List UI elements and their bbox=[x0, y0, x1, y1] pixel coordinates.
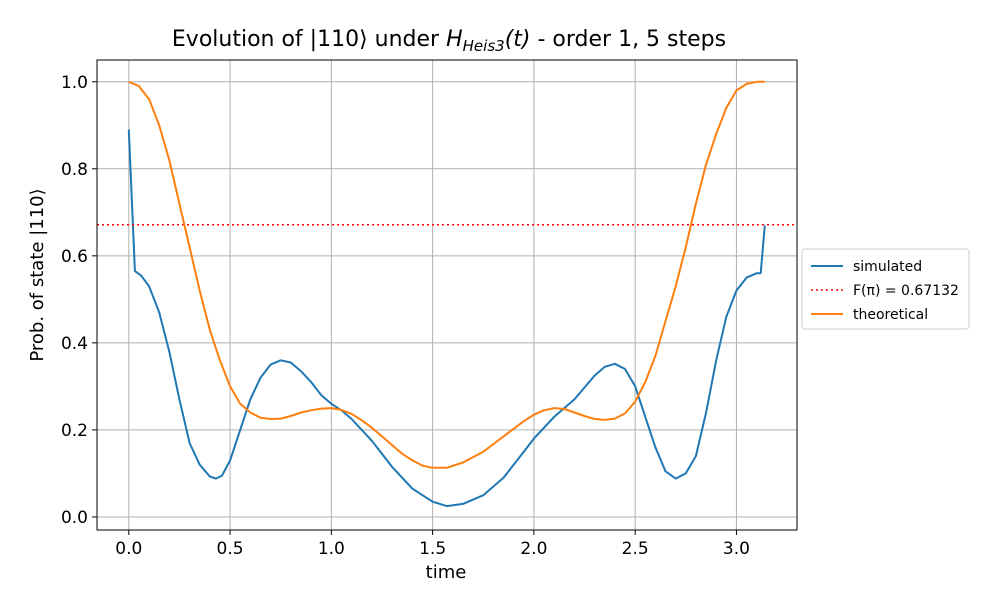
y-tick-label: 0.0 bbox=[61, 508, 88, 528]
x-tick-label: 2.5 bbox=[622, 539, 649, 559]
x-tick-label: 0.0 bbox=[115, 539, 142, 559]
x-tick-label: 2.0 bbox=[520, 539, 547, 559]
series-layer bbox=[97, 80, 797, 508]
x-tick-label: 1.5 bbox=[419, 539, 446, 559]
x-tick-label: 3.0 bbox=[723, 539, 750, 559]
x-tick-label: 0.5 bbox=[217, 539, 244, 559]
chart-title: Evolution of |110⟩ under HHeis3(t) - ord… bbox=[172, 27, 726, 55]
title-h-sub: Heis3 bbox=[463, 37, 505, 55]
plot-frame bbox=[96, 59, 798, 531]
tick-layer: 0.0 0.5 1.0 1.5 2.0 2.5 3.0 0.0 0.2 0.4 0.6 0.8 1.0 bbox=[61, 73, 750, 559]
legend-label-1: F(π) = 0.67132 bbox=[853, 283, 959, 299]
y-tick-label: 0.8 bbox=[61, 160, 88, 180]
y-tick-label: 0.4 bbox=[61, 334, 88, 354]
x-tick-label: 1.0 bbox=[318, 539, 345, 559]
legend-label-0: simulated bbox=[853, 259, 922, 275]
grid-layer bbox=[97, 60, 797, 530]
y-tick-label: 0.2 bbox=[61, 421, 88, 441]
y-tick-label: 0.6 bbox=[61, 247, 88, 267]
title-suffix: - order 1, 5 steps bbox=[530, 27, 726, 52]
y-tick-label: 1.0 bbox=[61, 73, 88, 93]
legend-box bbox=[801, 248, 970, 330]
simulated-line bbox=[127, 129, 766, 508]
theoretical-line bbox=[128, 80, 765, 469]
title-h: H bbox=[446, 27, 463, 52]
legend-entries: simulated F(π) = 0.67132 theoretical bbox=[811, 259, 959, 323]
legend-label-2: theoretical bbox=[853, 307, 928, 323]
legend: simulated F(π) = 0.67132 theoretical bbox=[801, 248, 970, 330]
title-prefix: Evolution of |110⟩ under bbox=[172, 27, 446, 52]
x-axis-label: time bbox=[426, 562, 467, 583]
y-axis-label: Prob. of state |110⟩ bbox=[27, 188, 48, 361]
title-t: (t) bbox=[505, 27, 531, 52]
